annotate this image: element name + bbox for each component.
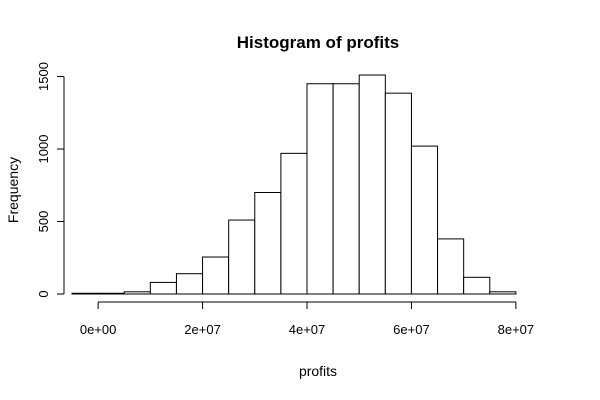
histogram-bar: [97, 292, 125, 295]
histogram-bar: [175, 273, 204, 295]
histogram-bar: [384, 92, 412, 295]
histogram-bar: [149, 281, 177, 295]
histogram-bar: [463, 276, 491, 295]
x-axis-label: profits: [299, 363, 337, 379]
y-tick-label: 0: [36, 290, 51, 297]
histogram-bar: [437, 238, 465, 295]
histogram-bar: [332, 83, 360, 295]
histogram-bar: [71, 292, 99, 295]
y-axis-label: Frequency: [5, 157, 21, 223]
x-tick-label: 2e+07: [184, 322, 221, 337]
x-tick-label: 0e+00: [80, 322, 117, 337]
bars-group: [71, 74, 517, 295]
x-tick-label: 6e+07: [393, 322, 430, 337]
chart-title: Histogram of profits: [237, 33, 399, 52]
histogram-bar: [123, 291, 151, 295]
histogram-bar: [228, 219, 256, 295]
histogram-bar: [254, 192, 282, 295]
y-tick-label: 1500: [36, 62, 51, 91]
histogram-bar: [410, 145, 439, 295]
x-tick-label: 8e+07: [498, 322, 535, 337]
y-tick-label: 1000: [36, 135, 51, 164]
histogram-bar: [489, 291, 517, 295]
histogram-bar: [202, 256, 230, 295]
x-axis: 0e+00 2e+07 4e+07 6e+07 8e+07: [80, 301, 535, 337]
histogram-bar: [306, 83, 334, 295]
histogram-bar: [358, 74, 386, 295]
y-axis: 0 500 1000 1500: [36, 62, 65, 298]
histogram-bar: [280, 152, 308, 295]
y-tick-label: 500: [36, 211, 51, 233]
x-tick-label: 4e+07: [289, 322, 326, 337]
